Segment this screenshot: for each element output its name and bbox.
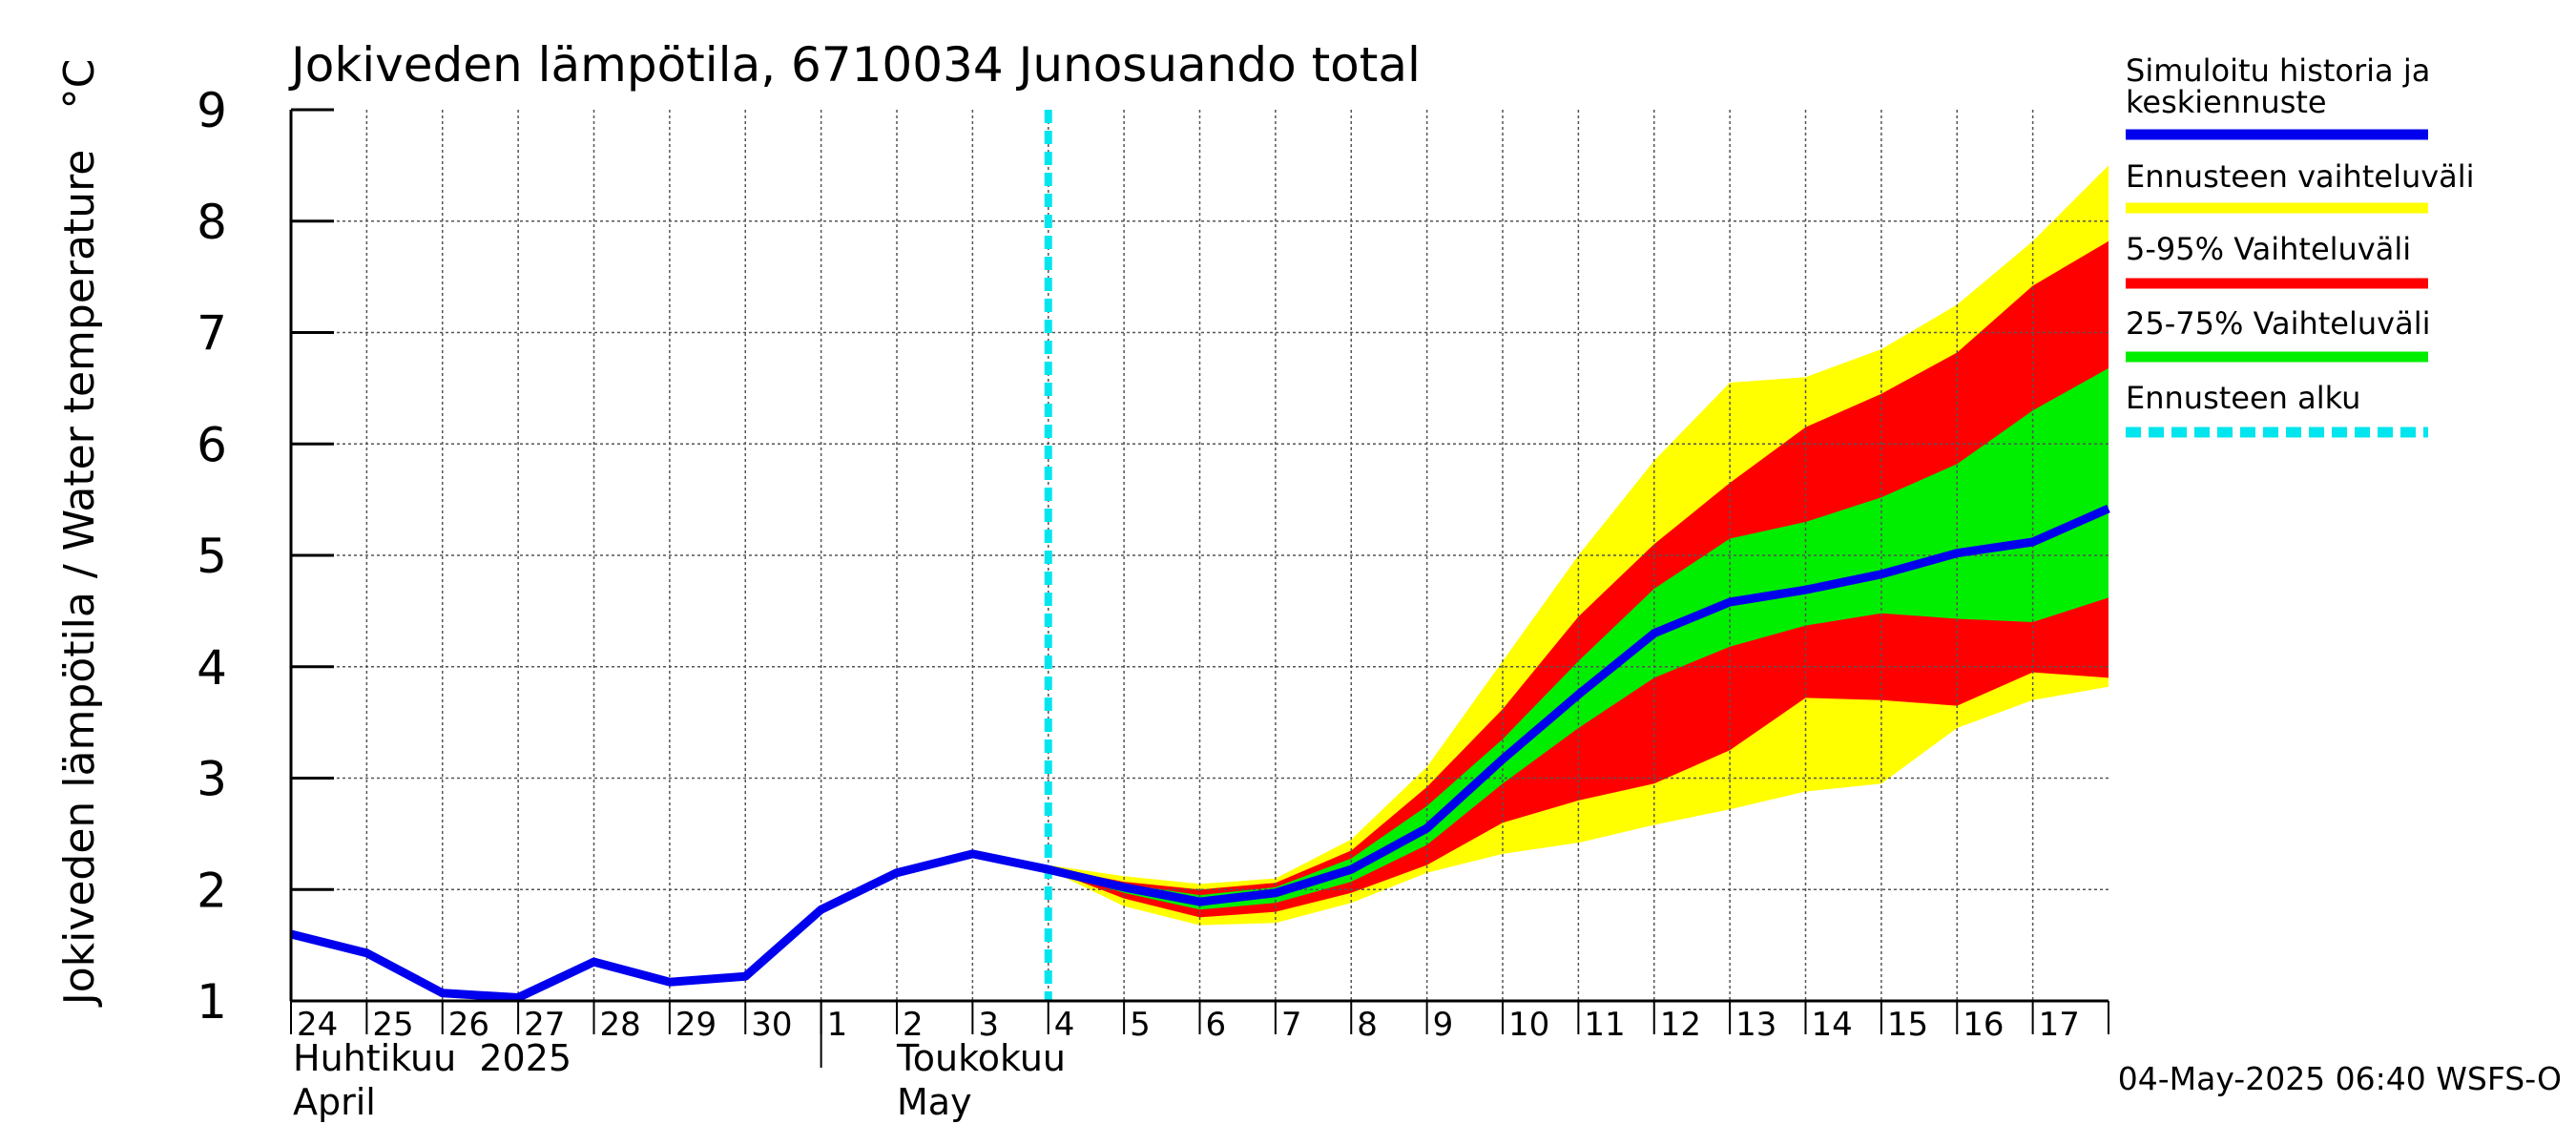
month-label-april-en: April xyxy=(293,1081,376,1123)
x-tick-label: 26 xyxy=(448,1006,489,1044)
y-tick-label: 7 xyxy=(197,306,227,362)
x-tick-labels: 24 25 26 27 28 29 30 1 2 3 4 5 6 7 8 9 10 11 12 13 14 15 16 17 xyxy=(297,1006,2080,1044)
legend-label-mean: Simuloitu historia ja xyxy=(2126,52,2430,89)
series xyxy=(289,504,2110,1002)
plot-area xyxy=(289,108,2110,1068)
legend-label-ennuste: Ennusteen vaihteluväli xyxy=(2126,158,2475,195)
y-tick-labels: 1 2 3 4 5 6 7 8 9 xyxy=(197,83,227,1030)
y-tick-label: 6 xyxy=(197,417,227,472)
y-tick-label: 2 xyxy=(197,863,227,918)
x-tick-label: 16 xyxy=(1963,1006,2004,1044)
x-tick-label: 13 xyxy=(1735,1006,1776,1044)
x-tick-label: 9 xyxy=(1433,1006,1454,1044)
x-tick-label: 5 xyxy=(1130,1006,1151,1044)
x-tick-label: 14 xyxy=(1812,1006,1853,1044)
y-tick-label: 3 xyxy=(197,752,227,807)
series-line-mean xyxy=(289,504,2110,1002)
y-tick-label: 5 xyxy=(197,529,227,584)
x-tick-label: 27 xyxy=(524,1006,565,1044)
x-tick-label: 10 xyxy=(1508,1006,1549,1044)
x-tick-label: 15 xyxy=(1887,1006,1928,1044)
timestamp: 04-May-2025 06:40 WSFS-O xyxy=(2118,1060,2562,1097)
legend-label-mean-2: keskiennuste xyxy=(2126,84,2327,120)
x-tick-label: 11 xyxy=(1584,1006,1625,1044)
month-label-april-fi: Huhtikuu 2025 xyxy=(293,1037,571,1079)
month-label-may-fi: Toukokuu xyxy=(896,1037,1066,1079)
y-axis-label: Jokiveden lämpötila / Water temperature xyxy=(55,150,104,1009)
chart-title: Jokiveden lämpötila, 6710034 Junosuando … xyxy=(288,37,1421,93)
y-tick-label: 8 xyxy=(197,195,227,250)
x-tick-label: 1 xyxy=(827,1006,848,1044)
x-tick-label: 6 xyxy=(1206,1006,1227,1044)
x-tick-label: 8 xyxy=(1357,1006,1378,1044)
x-tick-label: 28 xyxy=(600,1006,641,1044)
legend-label-p5-95: 5-95% Vaihteluväli xyxy=(2126,231,2411,267)
legend-label-forecast-start: Ennusteen alku xyxy=(2126,380,2360,416)
x-tick-label: 24 xyxy=(297,1006,338,1044)
month-label-may-en: May xyxy=(897,1081,972,1123)
y-tick-label: 4 xyxy=(197,640,227,696)
x-tick-label: 25 xyxy=(372,1006,413,1044)
y-tick-label: 9 xyxy=(197,83,227,138)
x-tick-label: 30 xyxy=(751,1006,792,1044)
legend-label-p25-75: 25-75% Vaihteluväli xyxy=(2126,305,2430,342)
band-ennuste xyxy=(1048,165,2109,926)
axes xyxy=(289,108,2109,1068)
x-tick-label: 29 xyxy=(675,1006,717,1044)
y-tick-label: 1 xyxy=(197,974,227,1030)
x-tick-label: 12 xyxy=(1660,1006,1701,1044)
y-axis-unit: °C xyxy=(55,59,104,110)
x-tick-label: 4 xyxy=(1054,1006,1075,1044)
x-tick-label: 3 xyxy=(978,1006,999,1044)
x-tick-label: 2 xyxy=(903,1006,924,1044)
x-tick-label: 7 xyxy=(1281,1006,1302,1044)
x-tick-label: 17 xyxy=(2039,1006,2080,1044)
